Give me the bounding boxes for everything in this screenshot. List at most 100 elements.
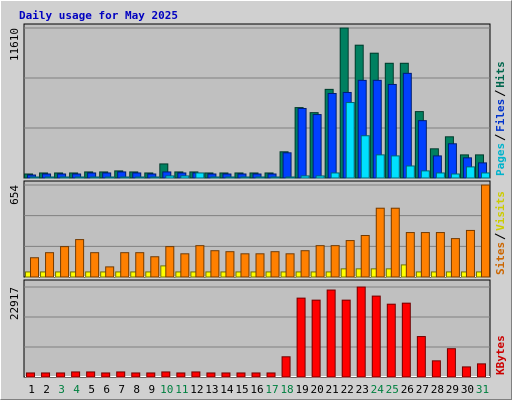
x-tick-label: 18 bbox=[280, 383, 293, 396]
bar bbox=[180, 253, 190, 278]
bar bbox=[447, 143, 457, 179]
bar bbox=[255, 176, 265, 179]
bar bbox=[221, 372, 231, 378]
bar bbox=[120, 176, 130, 179]
bar bbox=[135, 176, 145, 179]
bar bbox=[266, 372, 276, 378]
bar bbox=[417, 120, 427, 179]
bar bbox=[131, 372, 141, 378]
bar bbox=[270, 176, 280, 179]
bar bbox=[386, 303, 396, 378]
bar bbox=[191, 371, 201, 378]
bar bbox=[86, 371, 96, 378]
bar bbox=[270, 251, 280, 278]
bar bbox=[210, 176, 220, 179]
bar bbox=[356, 286, 366, 378]
bar bbox=[240, 253, 250, 278]
x-tick-label: 28 bbox=[431, 383, 444, 396]
x-tick-label: 6 bbox=[103, 383, 110, 396]
x-tick-label: 7 bbox=[118, 383, 125, 396]
bar bbox=[465, 166, 475, 179]
bar bbox=[360, 235, 370, 278]
legend-separator bbox=[494, 134, 506, 141]
bar bbox=[300, 250, 310, 278]
y-tick-label: 11610 bbox=[8, 28, 21, 61]
x-tick-label: 16 bbox=[250, 383, 263, 396]
x-tick-label: 20 bbox=[311, 383, 324, 396]
bar bbox=[465, 229, 475, 278]
bar bbox=[405, 165, 415, 179]
bar bbox=[480, 172, 490, 179]
bar bbox=[101, 372, 111, 378]
bar bbox=[30, 176, 40, 179]
bar bbox=[251, 372, 261, 378]
bar bbox=[45, 176, 55, 179]
bar bbox=[176, 372, 186, 378]
bar bbox=[375, 154, 385, 179]
x-tick-label: 23 bbox=[356, 383, 369, 396]
x-tick-label: 1 bbox=[28, 383, 35, 396]
bar bbox=[56, 372, 66, 378]
legend: Pages Files Hits bbox=[494, 61, 507, 176]
x-tick-label: 19 bbox=[295, 383, 308, 396]
bar bbox=[135, 252, 145, 278]
bar bbox=[75, 176, 85, 179]
bar bbox=[360, 135, 370, 179]
x-tick-label: 22 bbox=[341, 383, 354, 396]
legend-label: Files bbox=[494, 99, 507, 132]
bar bbox=[206, 372, 216, 378]
x-tick-label: 26 bbox=[401, 383, 414, 396]
bar bbox=[146, 372, 156, 378]
x-tick-label: 11 bbox=[175, 383, 188, 396]
x-tick-label: 25 bbox=[386, 383, 399, 396]
x-tick-label: 13 bbox=[205, 383, 218, 396]
y-tick-label: 22917 bbox=[8, 287, 21, 320]
legend-label: Hits bbox=[494, 61, 507, 88]
bar bbox=[236, 372, 246, 378]
legend-separator bbox=[494, 233, 506, 240]
bar bbox=[105, 176, 115, 179]
x-tick-label: 27 bbox=[416, 383, 429, 396]
bar bbox=[116, 371, 126, 378]
bar bbox=[315, 245, 325, 278]
x-tick-label: 8 bbox=[133, 383, 140, 396]
bar bbox=[282, 152, 292, 179]
legend-separator bbox=[494, 90, 506, 97]
bar bbox=[26, 372, 36, 378]
bar bbox=[60, 246, 70, 278]
chart-title: Daily usage for May 2025 bbox=[19, 9, 178, 22]
bar bbox=[330, 245, 340, 278]
x-tick-label: 30 bbox=[461, 383, 474, 396]
x-tick-label: 21 bbox=[326, 383, 339, 396]
bar bbox=[450, 238, 460, 278]
bar bbox=[195, 172, 205, 179]
legend-label: Sites bbox=[494, 242, 507, 275]
x-tick-label: 17 bbox=[265, 383, 278, 396]
bar bbox=[371, 295, 381, 378]
bar bbox=[285, 253, 295, 278]
bar bbox=[120, 252, 130, 278]
bar bbox=[281, 356, 291, 378]
legend: Sites Visits bbox=[494, 191, 507, 275]
bar bbox=[416, 336, 426, 378]
bar bbox=[315, 175, 325, 179]
x-tick-label: 2 bbox=[43, 383, 50, 396]
bar bbox=[341, 299, 351, 378]
bar bbox=[476, 363, 486, 378]
y-tick-label: 654 bbox=[8, 185, 21, 205]
bar bbox=[345, 102, 355, 179]
bar bbox=[311, 299, 321, 378]
plot-area bbox=[23, 23, 491, 179]
bar bbox=[330, 172, 340, 179]
bar bbox=[435, 172, 445, 179]
bar bbox=[150, 256, 160, 278]
bar bbox=[60, 176, 70, 179]
bar bbox=[420, 232, 430, 278]
legend-label: Visits bbox=[494, 191, 507, 231]
x-tick-label: 12 bbox=[190, 383, 203, 396]
bar bbox=[446, 348, 456, 378]
bar bbox=[296, 297, 306, 378]
x-tick-label: 15 bbox=[235, 383, 248, 396]
